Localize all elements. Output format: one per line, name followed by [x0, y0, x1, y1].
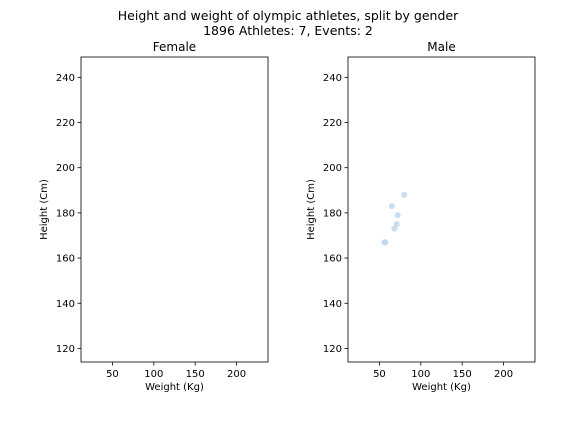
- male-data-point: [394, 212, 401, 219]
- female-y-tick-label: 140: [56, 299, 75, 310]
- male-y-axis-label: Height (Cm): [306, 179, 317, 240]
- male-data-point: [393, 221, 400, 228]
- male-y-tick-label: 120: [323, 344, 342, 355]
- male-x-tick-label: 100: [411, 369, 430, 380]
- female-panel: Female 50 100 150 200 120 140 160 180 200 220 240 We…: [39, 40, 269, 393]
- female-x-axis-label: Weight (Kg): [145, 382, 204, 393]
- male-axes-frame: [347, 56, 536, 363]
- female-x-tick-label: 100: [144, 369, 163, 380]
- female-x-tick-label: 50: [106, 369, 119, 380]
- male-data-point: [391, 225, 398, 232]
- male-x-tick-label: 200: [494, 369, 513, 380]
- male-x-tick-label: 150: [453, 369, 472, 380]
- male-panel-title: Male: [427, 40, 455, 54]
- female-y-axis-label: Height (Cm): [39, 179, 50, 240]
- female-y-tick-label: 240: [56, 73, 75, 84]
- female-x-tick-label: 150: [186, 369, 205, 380]
- male-y-tick-label: 180: [323, 208, 342, 219]
- female-axes-frame: [80, 56, 269, 363]
- female-y-tick-label: 200: [56, 163, 75, 174]
- female-panel-title: Female: [153, 40, 196, 54]
- male-y-tick-label: 200: [323, 163, 342, 174]
- female-y-tick-label: 180: [56, 208, 75, 219]
- male-y-tick-label: 220: [323, 118, 342, 129]
- female-y-tick-label: 160: [56, 254, 75, 265]
- male-data-point: [401, 191, 408, 198]
- male-data-point: [388, 203, 395, 210]
- female-x-tick-label: 200: [227, 369, 246, 380]
- figure-title-line1: Height and weight of olympic athletes, s…: [118, 8, 459, 23]
- female-y-tick-label: 220: [56, 118, 75, 129]
- male-x-tick-label: 50: [373, 369, 386, 380]
- figure-title-line2: 1896 Athletes: 7, Events: 2: [203, 23, 373, 38]
- male-data-point: [382, 239, 389, 246]
- female-y-tick-label: 120: [56, 344, 75, 355]
- male-y-tick-label: 240: [323, 73, 342, 84]
- male-y-tick-label: 140: [323, 299, 342, 310]
- male-panel: Male 50 100 150 200 120 140 160 180 200 220 240 Weig…: [306, 40, 536, 393]
- male-y-tick-label: 160: [323, 254, 342, 265]
- male-x-axis-label: Weight (Kg): [412, 382, 471, 393]
